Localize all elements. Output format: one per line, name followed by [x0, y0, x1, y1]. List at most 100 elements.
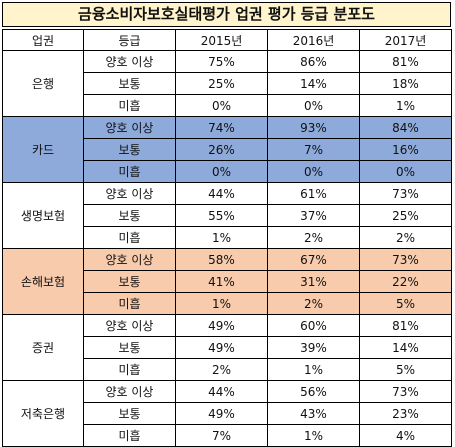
value-cell: 75% [175, 50, 268, 73]
value-cell: 31% [267, 270, 360, 293]
value-cell: 93% [267, 116, 360, 139]
table-body: 은행 양호 이상 75% 86% 81% 보통 25% 14% 18% 미흡 0% 0% 1% 카드 양호 … [2, 50, 452, 447]
value-cell: 1% [267, 358, 360, 381]
grade-label: 미흡 [83, 424, 176, 447]
table-row: 생명보험 양호 이상 44% 61% 73% [2, 182, 452, 249]
table-row: 보통 49% 43% 23% [3, 402, 452, 425]
header-2017: 2017년 [359, 29, 452, 51]
value-cell: 14% [359, 336, 452, 359]
value-cell: 1% [359, 94, 452, 117]
grade-label: 보통 [83, 138, 176, 161]
grade-label: 양호 이상 [83, 182, 176, 205]
grade-label: 보통 [83, 204, 176, 227]
sector-name: 생명보험 [2, 182, 84, 249]
table-row: 손해보험 양호 이상 58% 67% 73% [2, 248, 452, 315]
value-cell: 74% [175, 116, 268, 139]
value-cell: 43% [267, 402, 360, 425]
value-cell: 73% [359, 248, 452, 271]
value-cell: 0% [267, 160, 360, 183]
sector-name: 카드 [2, 116, 84, 183]
table-row: 카드 양호 이상 74% 93% 84% [2, 116, 452, 183]
value-cell: 2% [267, 226, 360, 249]
value-cell: 49% [175, 336, 268, 359]
value-cell: 22% [359, 270, 452, 293]
value-cell: 41% [175, 270, 268, 293]
grade-label: 양호 이상 [83, 50, 176, 73]
grade-distribution-table: 업권 등급 2015년 2016년 2017년 은행 양호 이상 75% 86% 81%… [2, 29, 452, 447]
value-cell: 44% [175, 182, 268, 205]
grade-label: 미흡 [83, 358, 176, 381]
value-cell: 2% [175, 358, 268, 381]
value-cell: 25% [359, 204, 452, 227]
value-cell: 73% [359, 182, 452, 205]
value-cell: 67% [267, 248, 360, 271]
value-cell: 1% [175, 226, 268, 249]
value-cell: 2% [267, 292, 360, 315]
header-sector: 업권 [2, 29, 84, 51]
value-cell: 56% [267, 380, 360, 403]
grade-label: 미흡 [83, 292, 176, 315]
table-title: 금융소비자보호실태평가 업권 평가 등급 분포도 [2, 2, 451, 27]
value-cell: 61% [267, 182, 360, 205]
grade-label: 양호 이상 [83, 314, 176, 337]
value-cell: 0% [175, 94, 268, 117]
value-cell: 81% [359, 314, 452, 337]
value-cell: 18% [359, 72, 452, 95]
grade-label: 보통 [83, 336, 176, 359]
value-cell: 39% [267, 336, 360, 359]
table-row: 증권 양호 이상 49% 60% 81% [2, 314, 452, 381]
header-row: 업권 등급 2015년 2016년 2017년 [2, 29, 452, 51]
value-cell: 37% [267, 204, 360, 227]
value-cell: 23% [359, 402, 452, 425]
value-cell: 7% [267, 138, 360, 161]
grade-label: 양호 이상 [83, 116, 176, 139]
value-cell: 84% [359, 116, 452, 139]
value-cell: 86% [267, 50, 360, 73]
header-grade: 등급 [83, 29, 176, 51]
table-row: 미흡 1% 2% 5% [3, 292, 452, 315]
table-row: 보통 26% 7% 16% [3, 138, 452, 161]
value-cell: 58% [175, 248, 268, 271]
grade-label: 미흡 [83, 226, 176, 249]
table-row: 저축은행 양호 이상 44% 56% 73% [2, 380, 452, 447]
table-row: 은행 양호 이상 75% 86% 81% [2, 50, 452, 117]
value-cell: 0% [175, 160, 268, 183]
value-cell: 81% [359, 50, 452, 73]
table-row: 미흡 1% 2% 2% [3, 226, 452, 249]
value-cell: 25% [175, 72, 268, 95]
table-row: 보통 55% 37% 25% [3, 204, 452, 227]
grade-label: 보통 [83, 72, 176, 95]
value-cell: 0% [359, 160, 452, 183]
table-row: 보통 41% 31% 22% [3, 270, 452, 293]
value-cell: 44% [175, 380, 268, 403]
sector-name: 증권 [2, 314, 84, 381]
value-cell: 7% [175, 424, 268, 447]
value-cell: 73% [359, 380, 452, 403]
grade-label: 양호 이상 [83, 380, 176, 403]
sector-name: 은행 [2, 50, 84, 117]
value-cell: 16% [359, 138, 452, 161]
value-cell: 1% [267, 424, 360, 447]
value-cell: 5% [359, 292, 452, 315]
value-cell: 60% [267, 314, 360, 337]
grade-label: 보통 [83, 270, 176, 293]
grade-label: 보통 [83, 402, 176, 425]
value-cell: 49% [175, 402, 268, 425]
value-cell: 0% [267, 94, 360, 117]
header-2015: 2015년 [175, 29, 268, 51]
grade-label: 미흡 [83, 160, 176, 183]
value-cell: 55% [175, 204, 268, 227]
value-cell: 2% [359, 226, 452, 249]
table-row: 보통 49% 39% 14% [3, 336, 452, 359]
grade-label: 미흡 [83, 94, 176, 117]
value-cell: 49% [175, 314, 268, 337]
value-cell: 4% [359, 424, 452, 447]
value-cell: 1% [175, 292, 268, 315]
value-cell: 26% [175, 138, 268, 161]
header-2016: 2016년 [267, 29, 360, 51]
sector-name: 저축은행 [2, 380, 84, 447]
sector-name: 손해보험 [2, 248, 84, 315]
value-cell: 5% [359, 358, 452, 381]
value-cell: 14% [267, 72, 360, 95]
